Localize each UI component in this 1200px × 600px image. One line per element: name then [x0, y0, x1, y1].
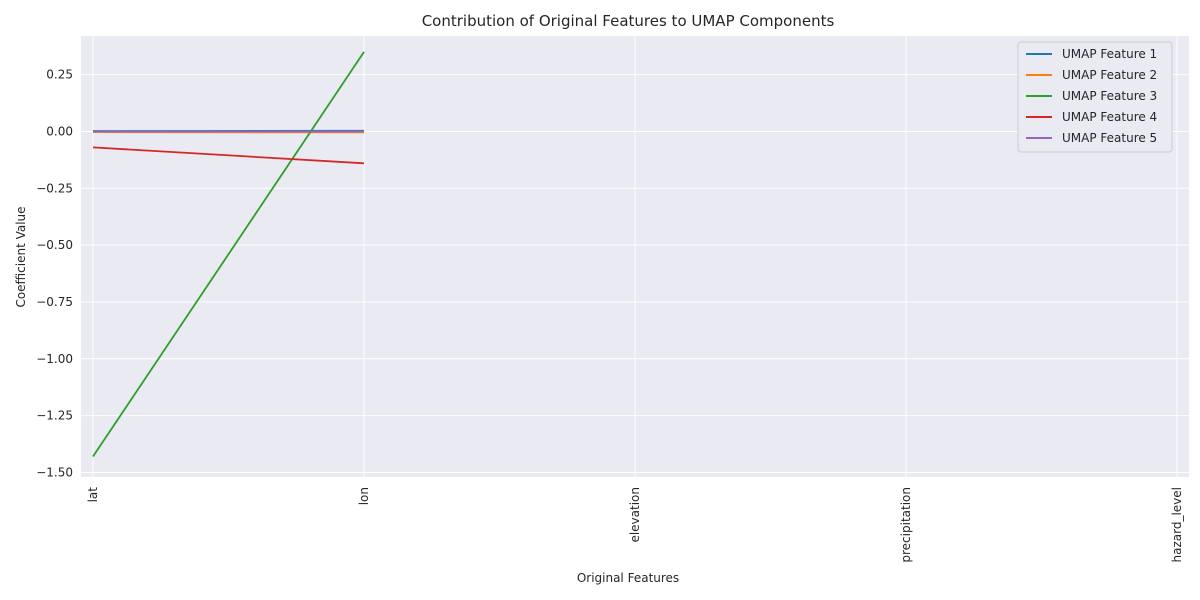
series-line-4	[92, 146, 365, 165]
y-tick-label: −0.75	[36, 295, 73, 309]
y-tick-labels: 0.25 0.00 −0.25 −0.50 −0.75 −1.00 −1.25 −1.50	[36, 68, 73, 480]
x-tick-label: elevation	[628, 487, 642, 543]
legend-entry: UMAP Feature 4	[1062, 110, 1157, 124]
y-tick-label: −1.00	[36, 352, 73, 366]
y-tick-label: −1.50	[36, 465, 73, 479]
x-tick-labels: lat lon elevation precipitation hazard_level	[86, 487, 1184, 563]
series-lines	[92, 51, 365, 458]
x-tick-label: precipitation	[899, 487, 913, 563]
legend-entry: UMAP Feature 5	[1062, 131, 1157, 145]
y-tick-label: 0.25	[46, 68, 73, 82]
y-tick-label: −0.50	[36, 238, 73, 252]
chart-title: Contribution of Original Features to UMA…	[422, 12, 835, 30]
legend-entry: UMAP Feature 3	[1062, 89, 1157, 103]
legend-entry: UMAP Feature 1	[1062, 47, 1157, 61]
y-axis-label: Coefficient Value	[14, 206, 28, 307]
x-axis-label: Original Features	[577, 571, 679, 585]
y-tick-label: 0.00	[46, 124, 73, 138]
y-tick-label: −0.25	[36, 181, 73, 195]
y-tick-label: −1.25	[36, 409, 73, 423]
legend-entry: UMAP Feature 2	[1062, 68, 1157, 82]
legend: UMAP Feature 1 UMAP Feature 2 UMAP Feature…	[1017, 41, 1173, 153]
legend-box	[1017, 41, 1173, 153]
x-tick-label: lon	[357, 487, 371, 505]
x-tick-label: hazard_level	[1170, 487, 1184, 563]
series-line-3	[92, 51, 365, 458]
x-tick-label: lat	[86, 487, 100, 503]
grid-lines	[81, 36, 1189, 477]
